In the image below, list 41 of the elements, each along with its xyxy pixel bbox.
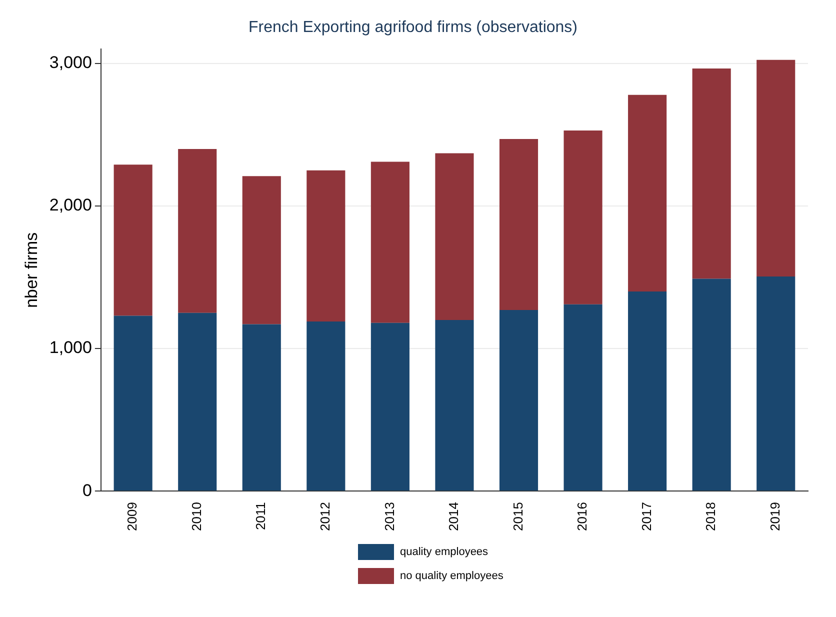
x-tick-label: 2011 — [253, 502, 268, 530]
bar — [756, 276, 796, 491]
bar — [499, 310, 538, 491]
bar — [242, 324, 281, 491]
bar — [178, 148, 217, 313]
x-tick-label: 2018 — [703, 502, 718, 531]
y-axis-title: nber firms — [22, 232, 41, 308]
x-tick-label: 2019 — [767, 502, 782, 531]
legend-label: quality employees — [400, 546, 488, 558]
x-tick-label: 2009 — [124, 502, 140, 531]
bar — [306, 321, 346, 491]
y-tick-label: 0 — [82, 480, 92, 500]
x-tick-label: 2010 — [188, 502, 204, 531]
x-tick-label: 2016 — [574, 502, 590, 531]
bar — [692, 68, 731, 279]
x-tick-label: 2015 — [510, 502, 526, 531]
bar — [306, 170, 346, 322]
bar — [370, 322, 410, 491]
x-tick-label: 2012 — [317, 502, 332, 531]
x-tick-label: 2013 — [382, 502, 397, 531]
bar — [564, 130, 602, 304]
bar — [692, 278, 731, 491]
bar — [114, 164, 152, 316]
x-tick-label: 2017 — [638, 502, 654, 531]
bar — [628, 292, 667, 491]
bar — [628, 94, 667, 292]
chart-title: French Exporting agrifood firms (observations) — [248, 19, 578, 36]
y-tick-label: 2,000 — [49, 196, 92, 215]
y-tick-label: 3,000 — [49, 53, 92, 72]
bar — [499, 139, 538, 310]
bar — [756, 60, 796, 277]
bar — [435, 320, 474, 491]
bar — [370, 162, 410, 323]
legend-label: no quality employees — [400, 570, 504, 582]
y-tick-label: 1,000 — [49, 338, 92, 358]
x-tick-label: 2014 — [446, 502, 462, 531]
bar — [242, 176, 281, 324]
bar — [435, 153, 474, 320]
bar — [564, 304, 602, 491]
bar — [114, 316, 152, 491]
bar — [178, 312, 217, 491]
